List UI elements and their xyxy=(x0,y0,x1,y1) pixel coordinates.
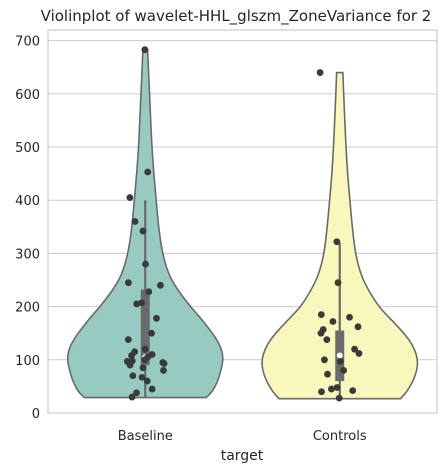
data-point xyxy=(316,69,324,76)
data-point xyxy=(138,299,146,307)
y-tick-label: 400 xyxy=(15,194,40,209)
data-point xyxy=(142,260,149,268)
x-axis-label: target xyxy=(221,448,264,464)
violin-controls xyxy=(261,71,419,400)
y-tick-label: 100 xyxy=(15,354,40,369)
data-point xyxy=(153,314,160,322)
iqr-box xyxy=(140,289,150,366)
data-point xyxy=(349,387,357,395)
data-point xyxy=(324,370,331,378)
data-point xyxy=(133,300,141,308)
data-point xyxy=(148,329,155,337)
data-point xyxy=(138,373,146,381)
data-point xyxy=(124,279,132,287)
y-tick-label: 300 xyxy=(15,247,40,262)
y-tick-label: 500 xyxy=(15,141,40,156)
data-point xyxy=(160,367,167,374)
data-point xyxy=(334,279,342,287)
chart-title: Violinplot of wavelet-HHL_glszm_ZoneVari… xyxy=(41,7,432,26)
data-point xyxy=(141,46,149,54)
data-point xyxy=(128,393,136,401)
data-point xyxy=(133,389,140,397)
data-point xyxy=(335,394,343,402)
x-tick-label: Controls xyxy=(313,429,367,444)
data-point xyxy=(124,336,132,343)
data-point xyxy=(317,329,325,337)
plot-area: 0 100 200 300 400 500 600 700 Baseline Controls xyxy=(15,29,438,444)
data-point xyxy=(145,288,153,296)
data-point xyxy=(329,318,337,325)
data-point xyxy=(346,313,353,321)
data-point xyxy=(131,218,139,225)
y-tick-label: 600 xyxy=(15,88,40,103)
x-tick-label: Baseline xyxy=(118,429,173,444)
data-point xyxy=(139,364,147,372)
data-point xyxy=(355,350,363,357)
data-point xyxy=(318,388,325,396)
data-point xyxy=(321,356,328,364)
data-point xyxy=(157,281,164,289)
y-tick-label: 700 xyxy=(15,35,40,50)
data-point xyxy=(126,361,134,369)
data-point xyxy=(333,238,341,246)
y-tick-label: 200 xyxy=(15,301,40,316)
data-point xyxy=(126,194,134,201)
data-point xyxy=(141,356,149,364)
data-point xyxy=(354,323,362,331)
median-marker xyxy=(336,352,343,359)
data-point xyxy=(141,345,149,353)
data-point xyxy=(139,227,147,235)
data-point xyxy=(129,372,137,380)
data-point xyxy=(333,384,341,391)
data-point xyxy=(323,336,331,343)
data-point xyxy=(317,311,325,318)
data-point xyxy=(143,377,151,385)
data-point xyxy=(336,358,344,365)
data-point xyxy=(328,385,335,393)
data-point xyxy=(160,360,168,367)
data-point xyxy=(148,385,156,393)
data-point xyxy=(340,367,348,374)
data-point xyxy=(351,345,358,353)
data-point xyxy=(144,168,152,176)
y-tick-label: 0 xyxy=(32,407,40,422)
data-point xyxy=(128,352,135,359)
